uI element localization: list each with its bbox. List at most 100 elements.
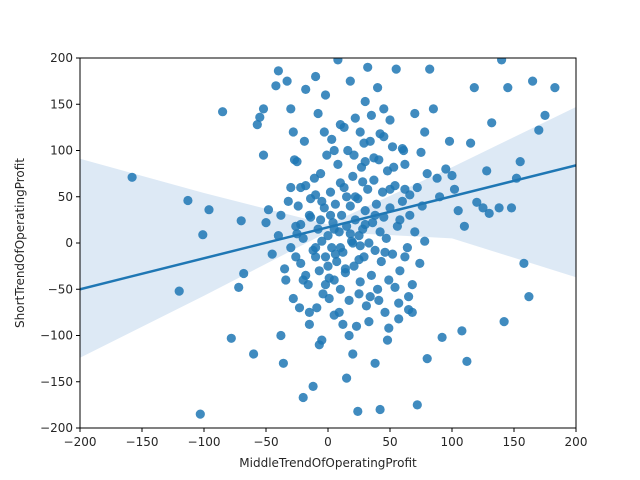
data-point-34	[327, 134, 337, 144]
data-point-220	[360, 157, 370, 167]
data-point-75	[449, 184, 460, 194]
data-point-171	[381, 233, 391, 243]
data-point-82	[472, 197, 482, 207]
data-point-122	[320, 252, 331, 262]
x-axis: −200 −150 −100 −50 0 50 100 150 200	[64, 428, 588, 449]
data-point-91	[506, 203, 517, 213]
data-point-6	[195, 409, 205, 419]
data-point-178	[395, 266, 405, 276]
y-tick-label: 100	[50, 144, 73, 158]
data-point-200	[348, 238, 358, 248]
data-point-44	[355, 127, 365, 137]
data-point-13	[255, 112, 265, 122]
data-point-247	[374, 295, 384, 305]
data-point-214	[330, 249, 340, 259]
data-point-85	[484, 208, 494, 218]
data-point-105	[288, 293, 298, 304]
data-point-76	[453, 206, 463, 216]
data-point-188	[420, 236, 430, 246]
data-point-212	[320, 280, 331, 290]
data-point-182	[405, 210, 415, 220]
data-point-53	[382, 335, 393, 345]
data-point-250	[389, 162, 399, 172]
data-point-42	[350, 113, 360, 123]
data-point-185	[412, 182, 422, 193]
data-point-168	[378, 187, 388, 197]
data-point-202	[360, 219, 370, 230]
data-point-43	[353, 406, 363, 416]
data-point-162	[370, 245, 380, 255]
data-point-144	[348, 171, 358, 181]
data-point-74	[447, 170, 457, 181]
data-point-71	[437, 332, 447, 342]
data-point-88	[497, 58, 507, 65]
data-point-175	[387, 249, 398, 259]
data-point-45	[358, 177, 368, 187]
regression-line	[80, 164, 576, 291]
data-point-221	[365, 292, 375, 302]
data-point-10	[234, 282, 244, 292]
data-point-251	[394, 298, 404, 308]
data-point-195	[317, 196, 327, 206]
data-point-73	[444, 136, 455, 146]
x-tick-label: −50	[253, 435, 278, 449]
data-point-240	[339, 122, 349, 132]
data-point-94	[519, 258, 529, 268]
data-point-157	[364, 238, 374, 248]
data-point-21	[282, 76, 292, 86]
data-point-51	[375, 404, 385, 415]
data-point-243	[354, 289, 364, 299]
x-tick-label: 100	[441, 435, 464, 449]
data-point-15	[258, 150, 269, 160]
data-point-81	[469, 83, 479, 93]
data-point-52	[379, 104, 389, 114]
data-point-156	[363, 184, 373, 194]
data-point-46	[360, 96, 370, 107]
x-tick-label: 200	[565, 435, 588, 449]
data-point-184	[410, 227, 420, 237]
data-point-173	[384, 275, 394, 285]
data-point-204	[281, 275, 291, 285]
data-point-7	[226, 333, 236, 343]
y-tick-label: 200	[50, 51, 73, 65]
data-point-41	[348, 349, 358, 359]
data-point-230	[289, 155, 300, 165]
data-point-159	[366, 270, 376, 280]
data-point-63	[412, 400, 422, 410]
data-point-190	[286, 243, 296, 253]
y-tick-label: −150	[40, 375, 73, 389]
data-point-241	[344, 330, 354, 341]
data-point-244	[359, 138, 369, 148]
data-point-84	[482, 166, 492, 176]
data-point-86	[487, 118, 497, 128]
data-point-180	[400, 159, 410, 169]
data-point-89	[499, 317, 509, 327]
data-point-12	[252, 120, 262, 130]
data-point-226	[390, 282, 400, 292]
data-point-249	[384, 323, 394, 333]
data-point-119	[317, 236, 327, 246]
data-point-233	[304, 319, 314, 329]
data-point-90	[503, 83, 513, 93]
data-point-98	[540, 110, 550, 120]
data-point-248	[379, 132, 389, 142]
data-point-179	[397, 196, 407, 206]
y-tick-label: −50	[48, 282, 73, 296]
data-point-30	[311, 71, 321, 82]
data-point-4	[204, 205, 214, 215]
confidence-band	[80, 107, 576, 358]
data-point-14	[258, 104, 269, 114]
data-point-16	[263, 205, 274, 215]
data-point-194	[311, 252, 321, 262]
y-axis-label: ShortTrendOfOperatingProfit	[13, 158, 27, 328]
data-point-154	[360, 206, 370, 216]
data-point-160	[368, 218, 378, 228]
data-point-36	[333, 58, 343, 65]
data-point-145	[349, 261, 359, 271]
data-point-224	[380, 247, 390, 257]
data-point-62	[410, 108, 420, 119]
data-point-246	[369, 153, 379, 163]
data-point-69	[432, 173, 442, 183]
data-point-216	[340, 264, 350, 274]
data-point-93	[515, 157, 525, 167]
